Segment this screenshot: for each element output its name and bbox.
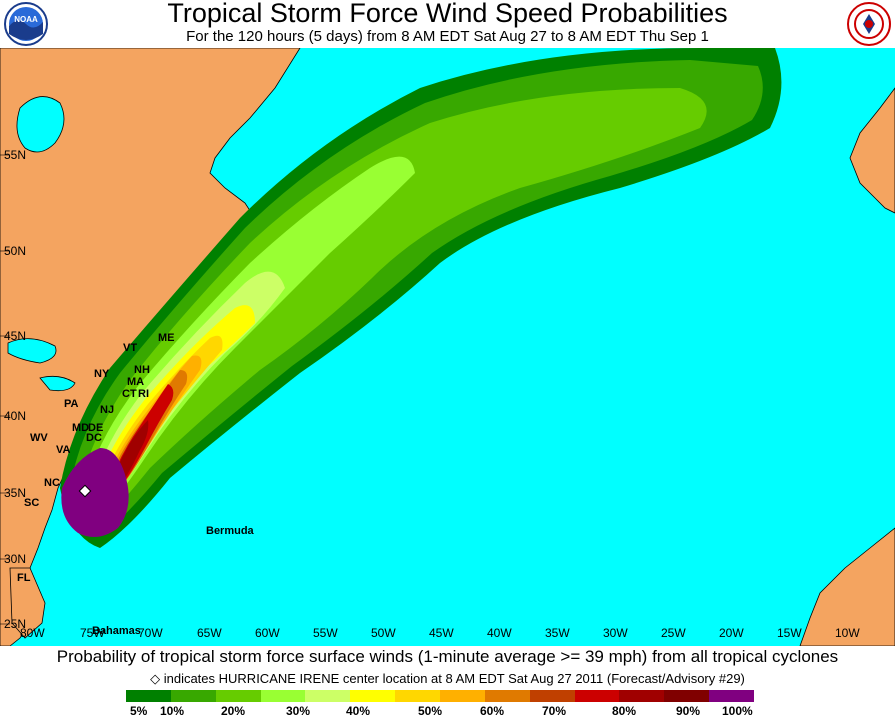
legend-tick: 60% <box>480 704 505 718</box>
hudson-bay <box>16 96 65 153</box>
lat-label: 55N <box>4 148 27 162</box>
legend-tick: 100% <box>722 704 753 718</box>
lat-label: 25N <box>4 617 27 631</box>
place-label: DC <box>86 432 102 444</box>
place-label: FL <box>17 572 31 584</box>
place-label: NC <box>44 477 60 489</box>
lon-label: 15W <box>777 626 802 640</box>
legend-tick: 70% <box>542 704 567 718</box>
africa-land <box>799 527 895 646</box>
lat-label: 50N <box>4 244 27 258</box>
place-label: ME <box>158 332 175 344</box>
place-label: NY <box>94 368 110 380</box>
lat-label: 35N <box>4 486 27 500</box>
legend-swatch <box>709 690 755 702</box>
legend-swatch <box>305 690 351 702</box>
legend-tick: 20% <box>221 704 246 718</box>
probability-map <box>0 48 895 646</box>
legend-swatch <box>350 690 396 702</box>
center-note: ◇ indicates HURRICANE IRENE center locat… <box>0 671 895 687</box>
map-caption: Probability of tropical storm force surf… <box>56 647 839 666</box>
legend-swatch <box>440 690 485 702</box>
legend-swatch <box>215 690 261 702</box>
legend-tick: 5% <box>130 704 148 718</box>
noaa-logo-text: NOAA <box>14 15 38 24</box>
lon-label: 10W <box>835 626 860 640</box>
lon-label: 80W <box>20 626 45 640</box>
place-label: NH <box>134 364 150 376</box>
lon-label: 50W <box>371 626 396 640</box>
place-label: WV <box>30 432 48 444</box>
place-label: DE <box>88 422 104 434</box>
place-label: RI <box>138 388 149 400</box>
swath-10 <box>70 60 763 536</box>
swath-100 <box>61 448 129 537</box>
legend-swatch <box>126 690 171 702</box>
place-label: MA <box>127 376 145 388</box>
legend-tick: 30% <box>286 704 311 718</box>
legend-tick: 90% <box>676 704 701 718</box>
lon-label: 20W <box>719 626 744 640</box>
legend-swatch <box>529 690 575 702</box>
legend-tick: 40% <box>346 704 371 718</box>
legend-swatch <box>484 690 530 702</box>
lat-label: 40N <box>4 409 27 423</box>
legend-swatch <box>260 690 306 702</box>
place-label: Bahamas <box>92 625 141 637</box>
lon-label: 75W <box>80 626 105 640</box>
place-label: CT <box>122 388 137 400</box>
nws-logo-icon <box>847 2 891 46</box>
lat-label: 30N <box>4 552 27 566</box>
place-label: NJ <box>100 404 115 416</box>
great-lakes <box>7 338 76 392</box>
diamond-icon: ◇ <box>150 671 161 686</box>
lon-label: 45W <box>429 626 454 640</box>
place-label: PA <box>64 398 79 410</box>
map-subtitle: For the 120 hours (5 days) from 8 AM EDT… <box>186 28 709 45</box>
place-label: SC <box>24 497 40 509</box>
place-label: Bermuda <box>206 525 254 537</box>
lon-label: 40W <box>487 626 512 640</box>
florida-land <box>9 567 46 639</box>
lon-label: 25W <box>661 626 686 640</box>
place-label: VT <box>123 342 138 354</box>
place-label: MD <box>72 422 90 434</box>
legend-swatch <box>395 690 441 702</box>
place-label: VA <box>56 444 71 456</box>
coordinate-ticks <box>0 154 10 625</box>
legend-tick: 80% <box>612 704 637 718</box>
hurricane-center-marker <box>78 484 92 498</box>
europe-land <box>849 87 895 214</box>
lon-label: 55W <box>313 626 338 640</box>
lon-label: 60W <box>255 626 280 640</box>
probability-legend <box>126 690 755 702</box>
legend-swatch <box>574 690 620 702</box>
swath-30 <box>85 156 415 513</box>
lon-label: 65W <box>197 626 222 640</box>
legend-swatch <box>664 690 710 702</box>
lon-label: 35W <box>545 626 570 640</box>
lon-label: 30W <box>603 626 628 640</box>
map-title: Tropical Storm Force Wind Speed Probabil… <box>167 0 728 28</box>
lon-label: 70W <box>138 626 163 640</box>
legend-swatch <box>170 690 216 702</box>
legend-tick: 10% <box>160 704 185 718</box>
center-note-text: indicates HURRICANE IRENE center locatio… <box>163 671 745 686</box>
legend-swatch <box>619 690 665 702</box>
lat-label: 45N <box>4 329 27 343</box>
legend-tick: 50% <box>418 704 443 718</box>
noaa-logo-icon: NOAA <box>4 2 48 46</box>
